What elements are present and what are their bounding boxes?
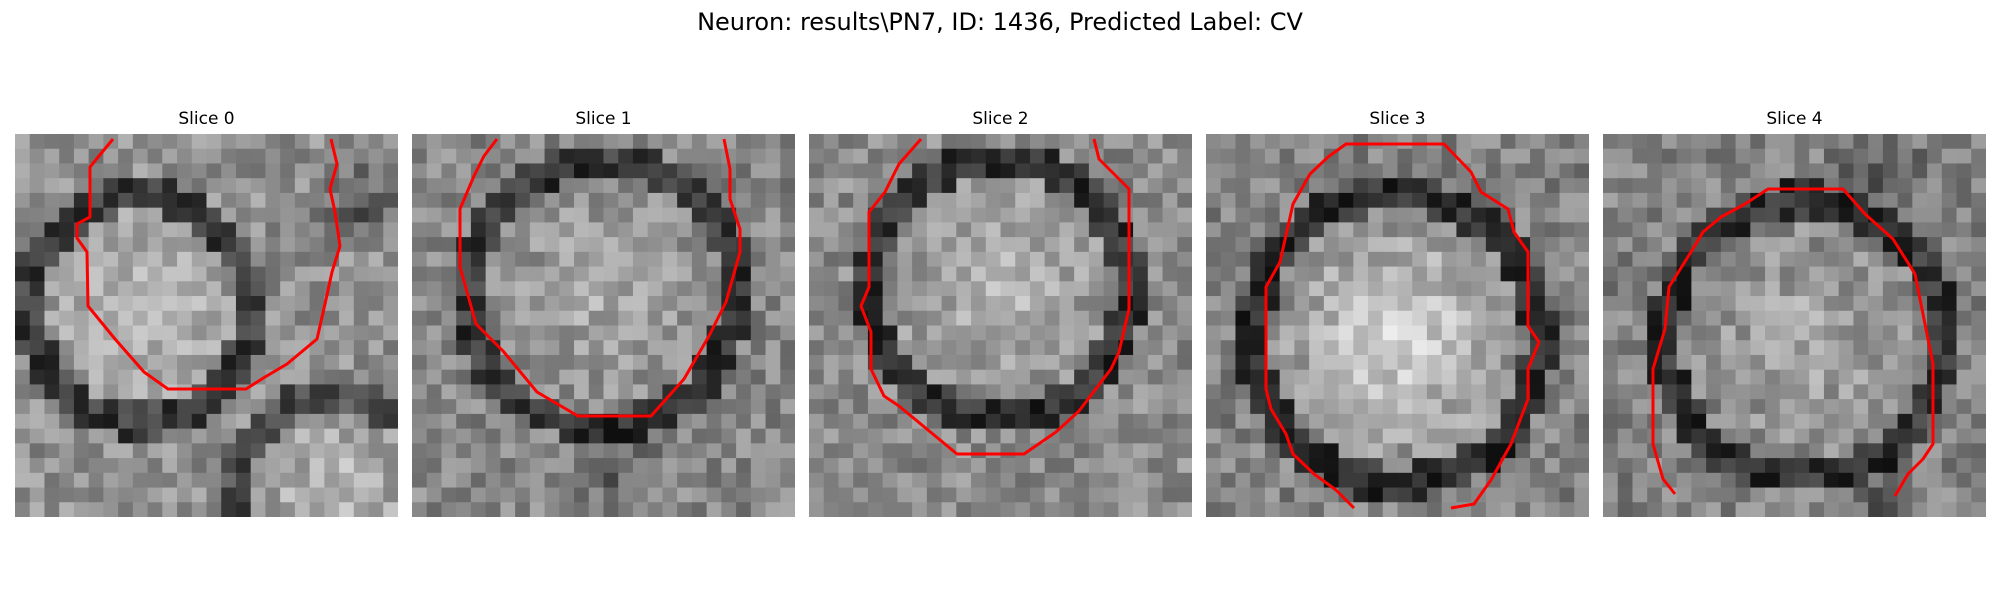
grayscale-micrograph xyxy=(412,134,795,517)
segmentation-contour xyxy=(859,138,1131,456)
slice-panel-3: Slice 3 xyxy=(1206,108,1589,517)
segmentation-contour xyxy=(1651,187,1935,497)
slice-title: Slice 2 xyxy=(972,109,1029,129)
slice-image xyxy=(1603,134,1986,517)
slice-panel-4: Slice 4 xyxy=(1603,108,1986,517)
slice-image xyxy=(15,134,398,517)
slice-panel-1: Slice 1 xyxy=(412,108,795,517)
slice-image xyxy=(809,134,1192,517)
grayscale-micrograph xyxy=(15,134,398,517)
slice-image xyxy=(1206,134,1589,517)
grayscale-micrograph xyxy=(1206,134,1589,517)
slice-title: Slice 3 xyxy=(1369,109,1426,129)
slice-panel-0: Slice 0 xyxy=(15,108,398,517)
segmentation-contour xyxy=(1264,142,1541,510)
slice-image xyxy=(412,134,795,517)
grayscale-micrograph xyxy=(1603,134,1986,517)
segmentation-contour xyxy=(75,138,342,391)
grayscale-micrograph xyxy=(809,134,1192,517)
slice-title: Slice 0 xyxy=(178,109,235,129)
figure-title: Neuron: results\PN7, ID: 1436, Predicted… xyxy=(697,8,1303,36)
slice-title: Slice 4 xyxy=(1766,109,1823,129)
slice-panel-2: Slice 2 xyxy=(809,108,1192,517)
segmentation-contour xyxy=(458,138,742,418)
slice-title: Slice 1 xyxy=(575,109,632,129)
